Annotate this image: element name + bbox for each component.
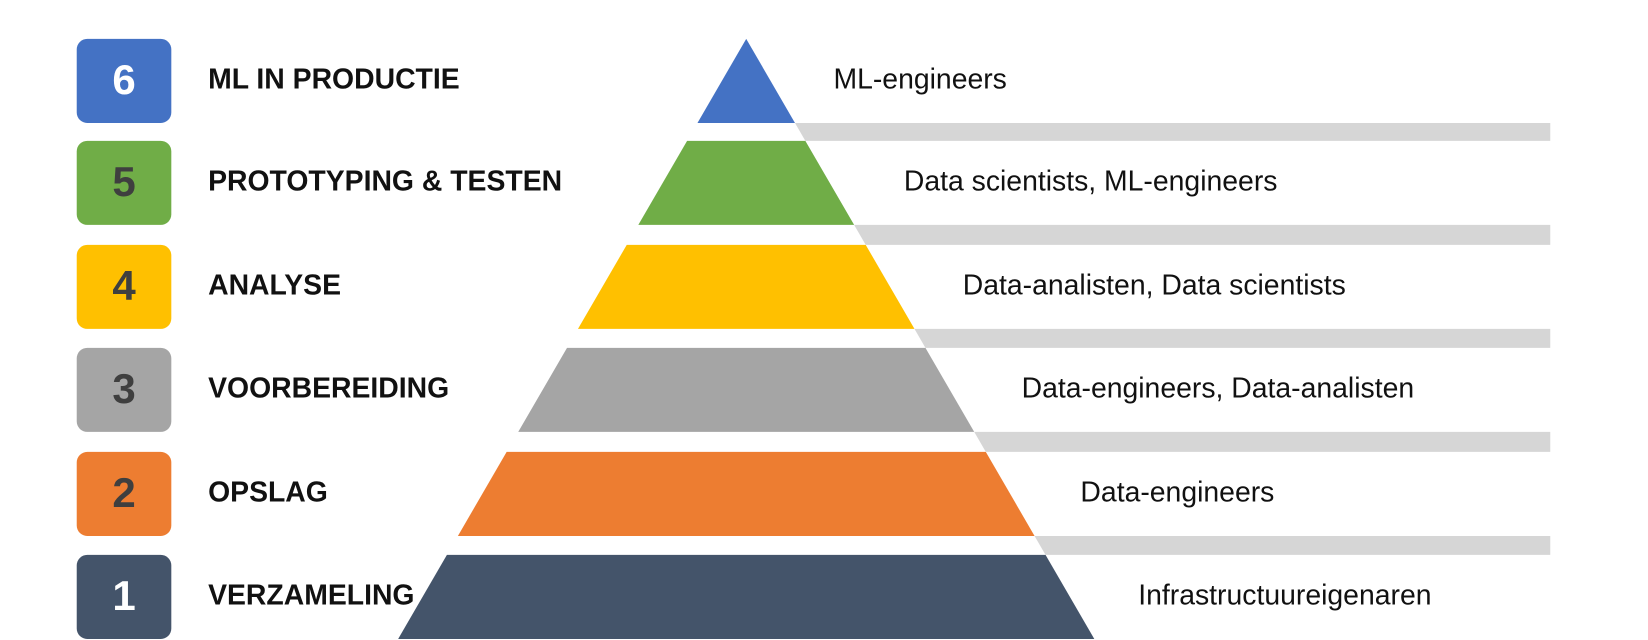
level-badge (76, 140, 172, 225)
level-number: 1 (112, 572, 135, 619)
level-number: 5 (112, 158, 135, 205)
separator-bar (794, 122, 1551, 141)
level-badge (76, 244, 172, 329)
pyramid-layer (638, 140, 855, 225)
level-badge (76, 451, 172, 536)
level-badge (76, 554, 172, 639)
pyramid-layer (518, 347, 975, 432)
level-number: 3 (112, 365, 135, 412)
separator-bar (974, 431, 1551, 452)
separator-bar (854, 224, 1551, 245)
level-roles: Infrastructuureigenaren (1138, 579, 1431, 611)
level-title: ANALYSE (208, 269, 341, 301)
level-title: OPSLAG (208, 476, 328, 508)
level-badge (76, 347, 172, 432)
level-title: VOORBEREIDING (208, 372, 449, 404)
level-roles: Data-engineers, Data-analisten (1022, 372, 1415, 404)
separator-bar (914, 328, 1551, 348)
separator-bar (1034, 535, 1551, 555)
pyramid-layer (697, 38, 795, 123)
level-badge (76, 38, 172, 123)
level-number: 4 (112, 262, 136, 309)
level-title: PROTOTYPING & TESTEN (208, 165, 562, 197)
level-number: 6 (112, 56, 135, 103)
level-number: 2 (112, 469, 135, 516)
level-roles: Data-analisten, Data scientists (963, 269, 1346, 301)
pyramid-layer (398, 554, 1095, 639)
level-roles: ML-engineers (833, 63, 1006, 95)
level-title: ML IN PRODUCTIE (208, 63, 460, 95)
level-roles: Data scientists, ML-engineers (904, 165, 1278, 197)
pyramid-layer (457, 451, 1035, 536)
pyramid-layer (577, 244, 915, 329)
level-roles: Data-engineers (1080, 476, 1274, 508)
level-title: VERZAMELING (208, 579, 414, 611)
